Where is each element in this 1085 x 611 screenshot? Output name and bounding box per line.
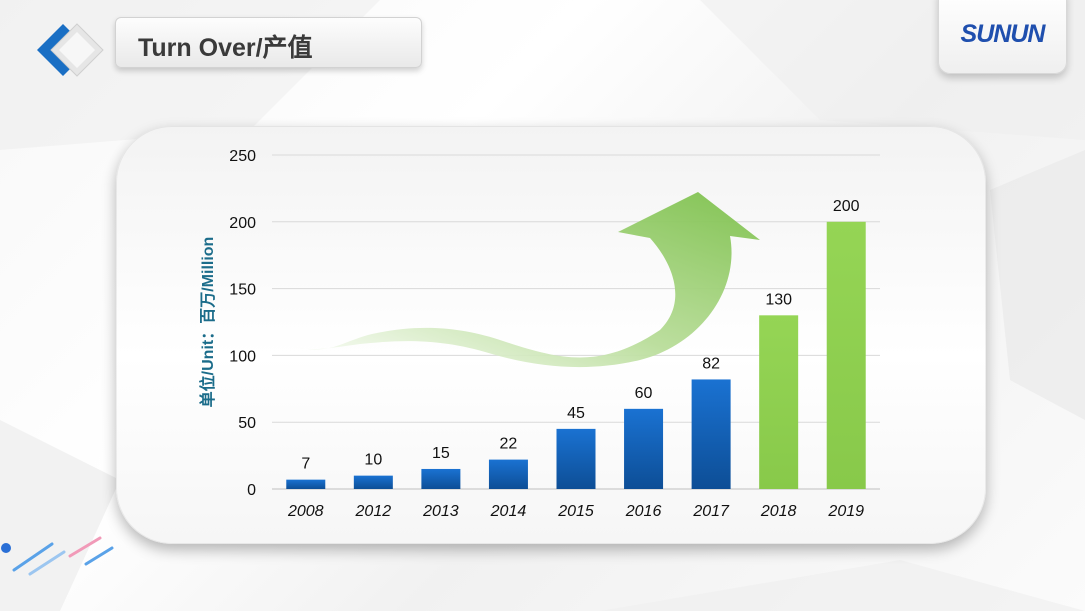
trend-arrow-icon: [292, 192, 760, 368]
y-tick-label: 100: [229, 348, 256, 365]
bar-2014: [488, 459, 528, 489]
y-tick-label: 250: [229, 148, 256, 165]
title-box: Turn Over/产值: [115, 17, 422, 68]
data-label-2012: 10: [364, 452, 382, 469]
bar-2008: [286, 479, 326, 489]
page-title: Turn Over/产值: [138, 34, 313, 62]
diamond-chevron-icon: [37, 23, 104, 77]
bar-2015: [556, 428, 596, 489]
data-label-2013: 15: [432, 445, 450, 462]
bar-2016: [624, 408, 664, 489]
y-axis-title: 单位/Unit：百万/Million: [198, 237, 217, 408]
y-tick-label: 50: [238, 415, 256, 432]
x-tick-label-2019: 2019: [827, 503, 864, 520]
bar-2018: [759, 315, 799, 489]
bar-series: [286, 221, 866, 490]
bar-2017: [691, 379, 731, 489]
data-label-2015: 45: [567, 405, 585, 422]
x-tick-label-2016: 2016: [625, 503, 662, 520]
bar-2013: [421, 468, 461, 489]
x-tick-label-2018: 2018: [760, 503, 797, 520]
decorative-streaks-icon: [1, 536, 114, 576]
data-label-2016: 60: [635, 385, 653, 402]
x-tick-label-2013: 2013: [422, 503, 459, 520]
y-tick-label: 200: [229, 215, 256, 232]
trend-arrow-shape: [292, 192, 760, 368]
x-tick-label-2008: 2008: [287, 503, 324, 520]
x-tick-label-2017: 2017: [692, 503, 730, 520]
bar-2019: [826, 221, 866, 490]
data-label-2008: 7: [301, 456, 310, 473]
x-tick-label-2014: 2014: [490, 503, 527, 520]
bar-2012: [353, 475, 393, 489]
data-label-2014: 22: [500, 436, 518, 453]
data-label-2017: 82: [702, 355, 720, 372]
brand-logo: SUNUN: [960, 20, 1046, 48]
data-label-2019: 200: [833, 198, 860, 215]
logo-box: SUNUN: [938, 0, 1067, 74]
x-tick-label-2012: 2012: [355, 503, 392, 520]
chart-labels: 0 50 100 150 200 250 7 2008 10 2012 15 2013 22 2014 45…: [198, 148, 864, 520]
y-tick-label: 150: [229, 282, 256, 299]
y-tick-label: 0: [247, 482, 256, 499]
data-label-2018: 130: [765, 291, 792, 308]
x-tick-label-2015: 2015: [557, 503, 594, 520]
